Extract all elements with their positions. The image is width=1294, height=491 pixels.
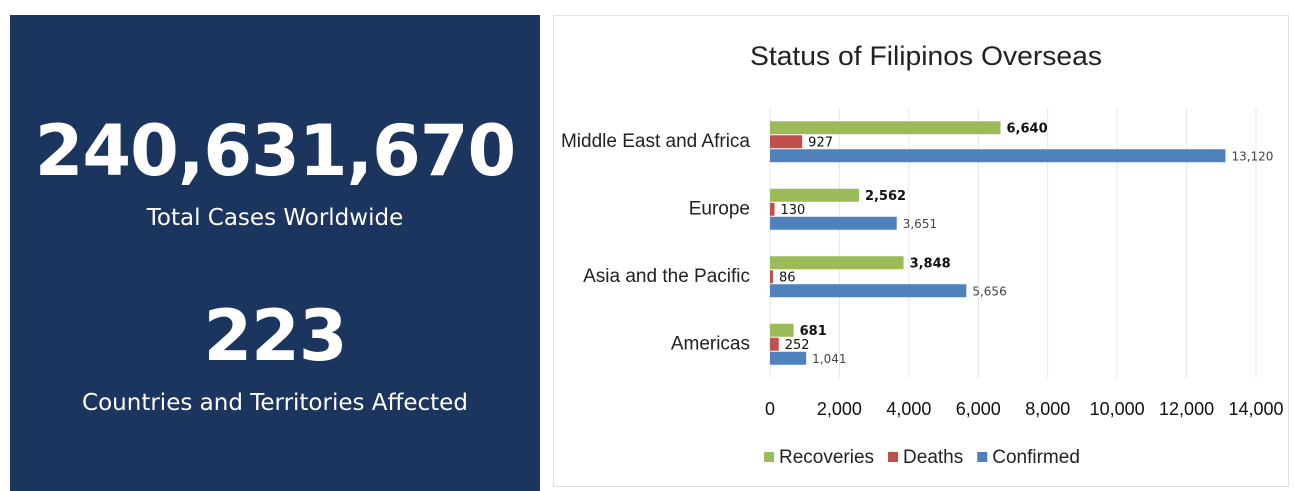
data-label: 6,640 bbox=[1007, 121, 1048, 136]
data-label: 252 bbox=[785, 338, 810, 353]
bar bbox=[770, 270, 773, 284]
legend-swatch bbox=[764, 452, 774, 462]
stats-panel: 240,631,670 Total Cases Worldwide 223 Co… bbox=[10, 15, 540, 491]
data-label: 86 bbox=[779, 270, 796, 285]
data-label: 2,562 bbox=[865, 189, 906, 204]
chart: Status of Filipinos Overseas 0 2,000 4,000… bbox=[561, 41, 1284, 468]
data-label: 13,120 bbox=[1231, 149, 1273, 163]
y-tick-label: Europe bbox=[689, 198, 750, 219]
legend-label: Deaths bbox=[903, 447, 963, 468]
x-tick-label: 10,000 bbox=[1090, 399, 1145, 419]
data-label: 1,041 bbox=[812, 352, 846, 366]
data-label: 927 bbox=[808, 135, 833, 150]
data-label: 3,651 bbox=[903, 217, 937, 231]
bar bbox=[770, 135, 803, 149]
bar bbox=[770, 149, 1226, 163]
stat-label: Countries and Territories Affected bbox=[82, 390, 468, 416]
legend-swatch bbox=[888, 452, 899, 462]
bar bbox=[770, 284, 967, 298]
x-tick-label: 8,000 bbox=[1025, 399, 1070, 419]
bar bbox=[770, 351, 807, 365]
bar bbox=[770, 188, 859, 202]
data-label: 681 bbox=[800, 324, 827, 339]
x-tick-label: 12,000 bbox=[1159, 399, 1214, 419]
chart-panel: Status of Filipinos Overseas 0 2,000 4,000… bbox=[553, 15, 1289, 487]
bar bbox=[770, 121, 1001, 135]
y-tick-label: Americas bbox=[671, 333, 750, 354]
bar bbox=[770, 337, 779, 351]
chart-title: Status of Filipinos Overseas bbox=[750, 41, 1102, 71]
x-tick-label: 4,000 bbox=[886, 399, 931, 419]
x-tick-label: 0 bbox=[765, 399, 775, 419]
legend-label: Confirmed bbox=[992, 447, 1080, 468]
bar bbox=[770, 216, 897, 230]
stat-label: Total Cases Worldwide bbox=[146, 205, 404, 231]
x-tick-label: 6,000 bbox=[956, 399, 1001, 419]
bar bbox=[770, 323, 794, 337]
stat-value: 223 bbox=[203, 295, 347, 377]
bar bbox=[770, 202, 775, 216]
y-tick-label: Asia and the Pacific bbox=[583, 266, 750, 287]
legend-label: Recoveries bbox=[779, 447, 874, 468]
data-label: 130 bbox=[781, 203, 806, 218]
legend-swatch bbox=[977, 452, 988, 462]
stat-value: 240,631,670 bbox=[34, 110, 517, 192]
data-label: 3,848 bbox=[910, 256, 951, 271]
x-tick-label: 14,000 bbox=[1228, 399, 1283, 419]
data-label: 5,656 bbox=[972, 284, 1006, 298]
x-tick-label: 2,000 bbox=[817, 399, 862, 419]
y-tick-label: Middle East and Africa bbox=[561, 131, 750, 152]
bar bbox=[770, 256, 904, 270]
